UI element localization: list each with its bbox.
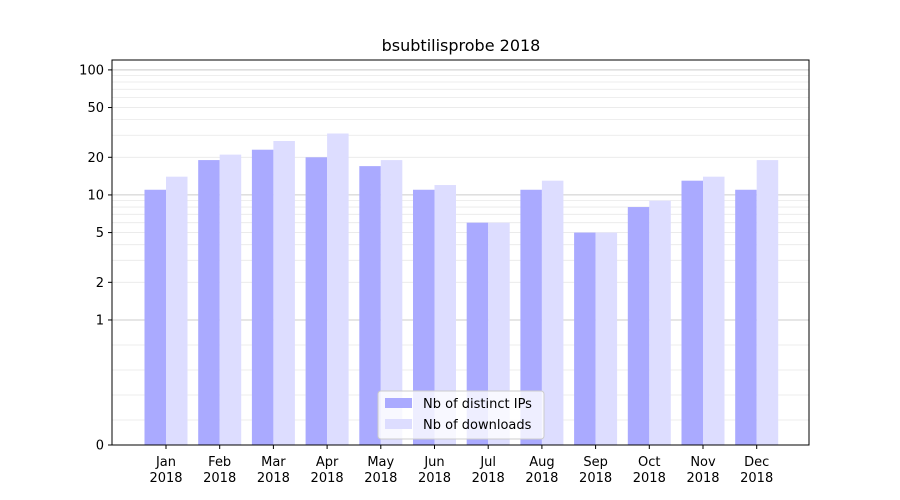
y-tick-label: 100 [79, 63, 104, 78]
bar-distinct-ips-may [359, 166, 381, 445]
y-tick-label: 1 [96, 313, 104, 328]
x-tick-label-year: 2018 [364, 471, 397, 486]
bar-downloads-mar [273, 140, 295, 445]
legend: Nb of distinct IPs Nb of downloads [377, 390, 545, 440]
bar-downloads-jun [434, 185, 456, 445]
y-tick-label: 2 [96, 276, 104, 291]
x-tick-label-month: Feb [208, 455, 231, 470]
bar-downloads-sep [595, 232, 618, 445]
x-tick-label-year: 2018 [472, 471, 505, 486]
legend-label-ips: Nb of distinct IPs [423, 397, 532, 412]
bar-distinct-ips-mar [251, 149, 274, 446]
bar-distinct-ips-jan [144, 189, 166, 445]
x-tick-label-year: 2018 [633, 471, 666, 486]
x-tick-label-year: 2018 [203, 471, 236, 486]
bar-distinct-ips-aug [520, 189, 542, 445]
bar-downloads-jan [166, 176, 188, 445]
x-tick-label-year: 2018 [686, 471, 719, 486]
x-tick-label-month: Jul [479, 455, 496, 470]
x-tick-label-year: 2018 [418, 471, 451, 486]
bar-downloads-oct [649, 200, 671, 445]
bar-distinct-ips-nov [681, 180, 703, 445]
legend-box [377, 390, 545, 440]
y-tick-label: 50 [87, 101, 104, 116]
x-axis: Jan2018Feb2018Mar2018Apr2018May2018Jun20… [149, 445, 773, 486]
bar-distinct-ips-jun [413, 189, 435, 445]
y-tick-label: 5 [96, 226, 104, 241]
y-axis: 0 1 2 5 10 20 50 100 [79, 63, 112, 454]
x-tick-label-month: Apr [316, 455, 339, 470]
x-tick-label-year: 2018 [149, 471, 182, 486]
bar-downloads-jul [488, 222, 510, 445]
bar-distinct-ips-dec [735, 189, 757, 445]
x-tick-label-year: 2018 [740, 471, 773, 486]
bar-distinct-ips-jul [466, 222, 489, 445]
x-tick-label-month: Aug [529, 455, 554, 470]
x-tick-label-month: Sep [583, 455, 608, 470]
bar-downloads-nov [703, 176, 725, 445]
x-tick-label-year: 2018 [311, 471, 344, 486]
bars [144, 133, 779, 446]
bar-downloads-dec [756, 160, 779, 445]
x-tick-label-month: Jun [423, 455, 444, 470]
chart-title: bsubtilisprobe 2018 [382, 36, 541, 55]
bar-distinct-ips-sep [574, 232, 596, 445]
x-tick-label-month: Nov [690, 455, 716, 470]
x-tick-label-month: Oct [638, 455, 660, 470]
bar-distinct-ips-feb [198, 160, 220, 445]
x-tick-label-month: Jan [155, 455, 176, 470]
y-tick-label: 10 [87, 188, 104, 203]
x-tick-label-year: 2018 [579, 471, 612, 486]
x-tick-label-month: Dec [744, 455, 769, 470]
bar-downloads-feb [219, 154, 242, 446]
x-tick-label-month: Mar [261, 455, 286, 470]
bar-downloads-apr [327, 133, 349, 445]
bar-downloads-may [380, 160, 403, 445]
x-tick-label-month: May [367, 455, 394, 470]
x-tick-label-year: 2018 [525, 471, 558, 486]
y-tick-label: 20 [87, 151, 104, 166]
legend-swatch-ips [385, 398, 412, 408]
bar-distinct-ips-apr [305, 157, 328, 445]
plot-frame [111, 59, 810, 446]
x-tick-label-year: 2018 [257, 471, 290, 486]
legend-swatch-downloads [385, 419, 412, 429]
y-tick-label: 0 [96, 439, 104, 454]
bar-distinct-ips-oct [627, 207, 650, 445]
legend-label-downloads: Nb of downloads [423, 418, 532, 433]
bar-downloads-aug [541, 180, 564, 445]
